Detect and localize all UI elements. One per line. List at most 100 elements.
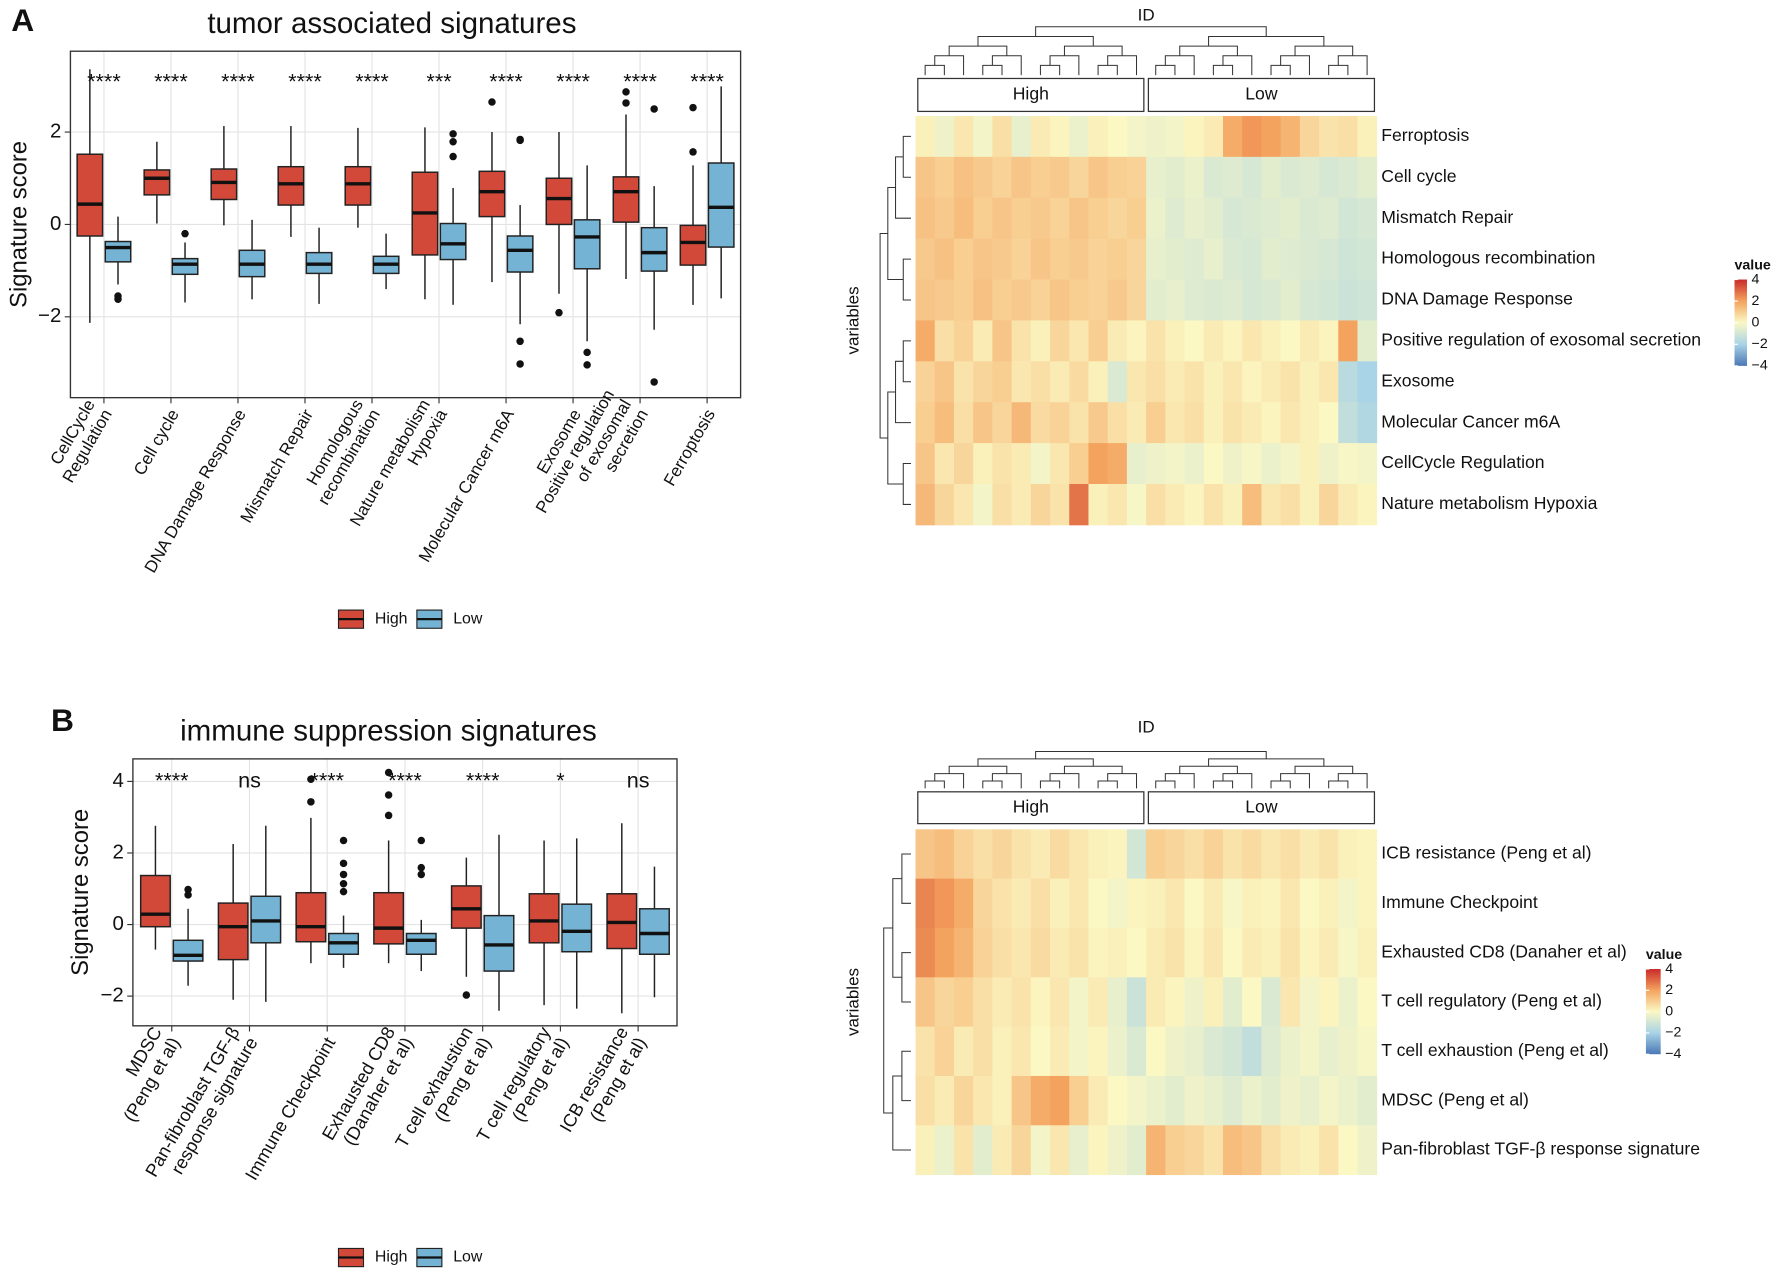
heatmap-cell <box>1280 361 1301 403</box>
heatmap-cell <box>1338 402 1358 444</box>
heatmap-cell <box>1088 320 1109 362</box>
heatmap-cell <box>1242 927 1262 978</box>
heatmap-cell <box>1011 443 1032 485</box>
heatmap-cell <box>1222 1125 1243 1176</box>
heatmap-cell <box>1280 977 1301 1028</box>
outlier <box>449 152 457 161</box>
heatmap-cell <box>1299 238 1320 280</box>
heatmap-cell <box>915 156 936 199</box>
heatmap-cell <box>1319 443 1339 485</box>
heatmap-cell <box>1011 115 1032 158</box>
column-dendrogram <box>948 45 1008 56</box>
heatmap-cell <box>1050 197 1070 240</box>
outlier <box>384 768 393 777</box>
heatmap-cell <box>992 483 1013 526</box>
column-dendrogram <box>1179 765 1238 774</box>
heatmap-cell <box>1126 1075 1147 1126</box>
heatmap-cell <box>1184 927 1205 978</box>
heatmap-cell <box>1088 115 1109 158</box>
heatmap-cell <box>1126 1026 1147 1077</box>
heatmap-cell <box>1242 238 1262 280</box>
heatmap-cell <box>1299 361 1320 403</box>
heatmap-cell <box>1280 402 1301 444</box>
heatmap-cell <box>1146 483 1166 526</box>
heatmap-cell <box>915 1125 936 1176</box>
heatmap-cell <box>934 279 955 321</box>
heatmap-cell <box>1165 878 1186 929</box>
heatmap-cell <box>915 1026 936 1077</box>
heatmap-cell <box>1126 402 1147 444</box>
heatmap-cell <box>953 977 974 1028</box>
heatmap-cell <box>1261 361 1282 403</box>
heatmap-cell <box>1069 361 1089 403</box>
row-label: Homologous recombination <box>1381 248 1595 268</box>
outlier <box>384 811 393 820</box>
significance-label: ns <box>627 767 650 792</box>
heatmap-cell <box>1242 1125 1262 1176</box>
heatmap-cell <box>915 1075 936 1126</box>
x-axis-title: ID <box>1138 718 1155 737</box>
heatmap-cell <box>1146 402 1166 444</box>
heatmap-cell <box>1088 238 1109 280</box>
heatmap-cell <box>915 878 936 929</box>
significance-label: **** <box>623 69 657 94</box>
heatmap-cell <box>1319 115 1339 158</box>
heatmap-cell <box>1203 1075 1224 1126</box>
heatmap-cell <box>1222 1075 1243 1126</box>
y-tick-label: 2 <box>50 119 61 142</box>
heatmap-cell <box>973 156 993 199</box>
heatmap-cell <box>1222 1026 1243 1077</box>
box <box>277 165 305 206</box>
heatmap-cell <box>1165 1125 1186 1176</box>
heatmap-cell <box>1222 878 1243 929</box>
heatmap-cell <box>1299 1125 1320 1176</box>
heatmap-cell <box>1050 156 1070 199</box>
heatmap-cell <box>915 279 936 321</box>
heatmap-cell <box>953 1026 974 1077</box>
column-dendrogram <box>1270 780 1291 789</box>
outlier <box>339 880 348 888</box>
heatmap-cell <box>1261 197 1282 240</box>
box <box>707 162 735 248</box>
heatmap-cell <box>1242 197 1262 240</box>
heatmap-cell <box>1184 977 1205 1028</box>
heatmap-cell <box>1261 320 1282 362</box>
heatmap-cell <box>1011 878 1032 929</box>
heatmap-cell <box>1299 977 1320 1028</box>
heatmap-cell <box>992 443 1013 485</box>
heatmap-cell <box>934 156 955 199</box>
heatmap-cell <box>992 197 1013 240</box>
heatmap-cell <box>1107 483 1128 526</box>
heatmap-cell <box>915 115 936 158</box>
box <box>295 891 327 943</box>
heatmap-cell <box>1261 156 1282 199</box>
heatmap-cell <box>1146 1026 1166 1077</box>
heatmap-cell <box>1050 927 1070 978</box>
heatmap-cell <box>1261 115 1282 158</box>
heatmap-cell <box>1203 1026 1224 1077</box>
heatmap-cell <box>1030 829 1051 880</box>
x-axis-title: ID <box>1138 6 1155 25</box>
heatmap-cell <box>1069 402 1089 444</box>
heatmap-cell <box>953 115 974 158</box>
heatmap-cell <box>1319 483 1339 526</box>
heatmap-cell <box>953 402 974 444</box>
heatmap-cell <box>953 927 974 978</box>
heatmap-cell <box>992 238 1013 280</box>
heatmap-cell <box>1261 443 1282 485</box>
heatmap-cell <box>1126 977 1147 1028</box>
heatmap-cell <box>1107 402 1128 444</box>
heatmap-cell <box>1338 156 1358 199</box>
heatmap-cell <box>1299 483 1320 526</box>
heatmap-cell <box>1126 320 1147 362</box>
heatmap-cell <box>973 829 993 880</box>
heatmap-cell <box>1011 977 1032 1028</box>
heatmap-cell <box>1107 156 1128 199</box>
outlier <box>339 870 348 879</box>
heatmap-cell <box>953 1075 974 1126</box>
box <box>171 257 199 276</box>
heatmap-cell <box>1299 156 1320 199</box>
heatmap-cell <box>1030 1075 1051 1126</box>
heatmap-cell <box>1203 320 1224 362</box>
heatmap-cell <box>1242 977 1262 1028</box>
